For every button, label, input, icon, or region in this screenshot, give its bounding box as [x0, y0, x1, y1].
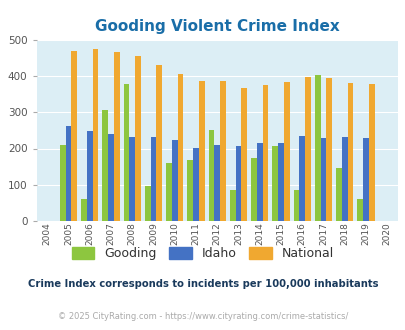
Bar — [314, 75, 320, 221]
Bar — [135, 56, 141, 221]
Text: © 2025 CityRating.com - https://www.cityrating.com/crime-statistics/: © 2025 CityRating.com - https://www.city… — [58, 312, 347, 321]
Bar — [356, 199, 362, 221]
Bar — [347, 83, 352, 221]
Bar — [171, 140, 177, 221]
Bar — [304, 77, 310, 221]
Bar — [272, 146, 277, 221]
Bar — [150, 137, 156, 221]
Bar — [368, 83, 374, 221]
Bar — [92, 50, 98, 221]
Bar — [145, 186, 150, 221]
Bar — [65, 126, 71, 221]
Bar — [241, 88, 247, 221]
Bar — [341, 137, 347, 221]
Bar — [187, 160, 193, 221]
Bar — [335, 168, 341, 221]
Bar — [262, 84, 268, 221]
Bar — [362, 138, 368, 221]
Title: Gooding Violent Crime Index: Gooding Violent Crime Index — [95, 19, 339, 34]
Bar — [220, 81, 225, 221]
Bar — [326, 78, 331, 221]
Bar — [235, 146, 241, 221]
Bar — [166, 163, 171, 221]
Bar — [283, 82, 289, 221]
Bar — [256, 143, 262, 221]
Bar — [177, 74, 183, 221]
Bar — [87, 131, 92, 221]
Bar — [81, 199, 87, 221]
Bar — [208, 130, 214, 221]
Bar — [298, 136, 304, 221]
Bar — [60, 145, 65, 221]
Text: Crime Index corresponds to incidents per 100,000 inhabitants: Crime Index corresponds to incidents per… — [28, 279, 377, 289]
Bar — [293, 189, 298, 221]
Bar — [198, 81, 204, 221]
Legend: Gooding, Idaho, National: Gooding, Idaho, National — [67, 242, 338, 265]
Bar — [129, 137, 135, 221]
Bar — [123, 84, 129, 221]
Bar — [251, 157, 256, 221]
Bar — [214, 145, 220, 221]
Bar — [193, 148, 198, 221]
Bar — [71, 51, 77, 221]
Bar — [108, 134, 113, 221]
Bar — [102, 110, 108, 221]
Bar — [320, 138, 326, 221]
Bar — [277, 143, 283, 221]
Bar — [113, 51, 119, 221]
Bar — [229, 189, 235, 221]
Bar — [156, 65, 162, 221]
